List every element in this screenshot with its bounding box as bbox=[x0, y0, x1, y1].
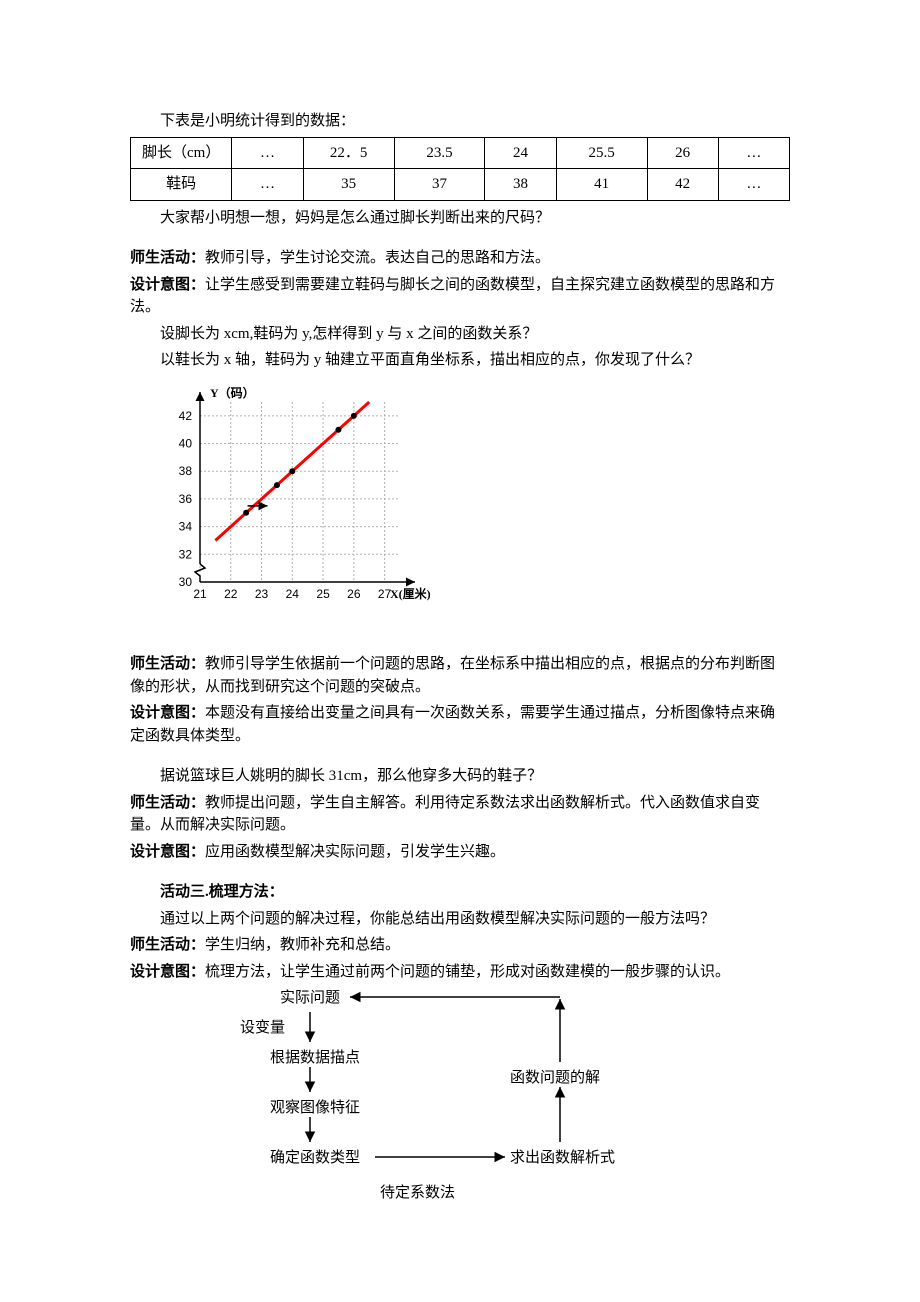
intent-text: 梳理方法，让学生通过前两个问题的铺垫，形成对函数建模的一般步骤的认识。 bbox=[205, 964, 730, 980]
svg-text:25: 25 bbox=[316, 587, 330, 601]
svg-text:22: 22 bbox=[224, 587, 238, 601]
table-cell: 41 bbox=[556, 169, 647, 201]
flowchart: 实际问题设变量根据数据描点观察图像特征确定函数类型待定系数法 求出函数解析式函数问… bbox=[210, 987, 690, 1217]
activity-paragraph: 师生活动：教师提出问题，学生自主解答。利用待定系数法求出函数解析式。代入函数值求… bbox=[130, 792, 790, 837]
intent-paragraph: 设计意图：应用函数模型解决实际问题，引发学生兴趣。 bbox=[130, 841, 790, 864]
intro-text: 下表是小明统计得到的数据： bbox=[130, 110, 790, 133]
table-cell: 42 bbox=[647, 169, 718, 201]
activity-paragraph: 师生活动：教师引导，学生讨论交流。表达自己的思路和方法。 bbox=[130, 247, 790, 270]
flow-node-real: 实际问题 bbox=[280, 987, 340, 1010]
svg-text:42: 42 bbox=[179, 408, 193, 422]
svg-text:26: 26 bbox=[347, 587, 361, 601]
flow-node-observe: 观察图像特征 bbox=[270, 1097, 360, 1120]
intent-label: 设计意图： bbox=[130, 964, 205, 980]
table-header-cell: 26 bbox=[647, 137, 718, 169]
svg-text:38: 38 bbox=[179, 464, 193, 478]
section-title: 活动三.梳理方法： bbox=[130, 881, 790, 904]
intent-paragraph: 设计意图：梳理方法，让学生通过前两个问题的铺垫，形成对函数建模的一般步骤的认识。 bbox=[130, 961, 790, 984]
data-table: 脚长（cm）…22．523.52425.526… 鞋码…3537384142… bbox=[130, 137, 790, 201]
table-cell: 37 bbox=[394, 169, 485, 201]
activity-paragraph: 师生活动：教师引导学生依据前一个问题的思路，在坐标系中描出相应的点，根据点的分布… bbox=[130, 653, 790, 698]
activity-text: 学生归纳，教师补充和总结。 bbox=[205, 937, 400, 953]
activity-label: 师生活动： bbox=[130, 656, 205, 672]
table-cell: 35 bbox=[303, 169, 394, 201]
table-cell: … bbox=[232, 169, 303, 201]
activity-paragraph: 师生活动：学生归纳，教师补充和总结。 bbox=[130, 934, 790, 957]
svg-text:30: 30 bbox=[179, 575, 193, 589]
intent-label: 设计意图： bbox=[130, 277, 205, 293]
intent-label: 设计意图： bbox=[130, 844, 205, 860]
table-header-cell: … bbox=[232, 137, 303, 169]
activity-label: 师生活动： bbox=[130, 250, 205, 266]
intent-text: 让学生感受到需要建立鞋码与脚长之间的函数模型，自主探究建立函数模型的思路和方法。 bbox=[130, 277, 775, 316]
question-after-table: 大家帮小明想一想，妈妈是怎么通过脚长判断出来的尺码？ bbox=[130, 207, 790, 230]
table-header-cell: 22．5 bbox=[303, 137, 394, 169]
intent-label: 设计意图： bbox=[130, 705, 205, 721]
svg-text:Y（码）: Y（码） bbox=[210, 385, 255, 400]
flow-node-setvar: 设变量 bbox=[240, 1017, 285, 1040]
flow-node-plot: 根据数据描点 bbox=[270, 1047, 360, 1070]
table-header-cell: … bbox=[718, 137, 789, 169]
activity-text: 教师引导，学生讨论交流。表达自己的思路和方法。 bbox=[205, 250, 550, 266]
intent-paragraph: 设计意图：本题没有直接给出变量之间具有一次函数关系，需要学生通过描点，分析图像特… bbox=[130, 702, 790, 747]
svg-text:X(厘米): X(厘米) bbox=[390, 586, 431, 601]
svg-text:32: 32 bbox=[179, 547, 193, 561]
intent-paragraph: 设计意图：让学生感受到需要建立鞋码与脚长之间的函数模型，自主探究建立函数模型的思… bbox=[130, 274, 790, 319]
table-header-row: 脚长（cm）…22．523.52425.526… bbox=[131, 137, 790, 169]
body-text: 通过以上两个问题的解决过程，你能总结出用函数模型解决实际问题的一般方法吗？ bbox=[130, 908, 790, 931]
table-header-cell: 24 bbox=[485, 137, 556, 169]
body-text: 设脚长为 xcm,鞋码为 y,怎样得到 y 与 x 之间的函数关系？ bbox=[130, 323, 790, 346]
body-text: 以鞋长为 x 轴，鞋码为 y 轴建立平面直角坐标系，描出相应的点，你发现了什么？ bbox=[130, 349, 790, 372]
intent-text: 本题没有直接给出变量之间具有一次函数关系，需要学生通过描点，分析图像特点来确定函… bbox=[130, 705, 775, 744]
table-cell: … bbox=[718, 169, 789, 201]
svg-text:23: 23 bbox=[255, 587, 269, 601]
svg-text:24: 24 bbox=[286, 587, 300, 601]
flow-node-solve: 求出函数解析式 bbox=[510, 1147, 615, 1170]
flow-node-answer: 函数问题的解 bbox=[510, 1067, 600, 1090]
activity-label: 师生活动： bbox=[130, 937, 205, 953]
intent-text: 应用函数模型解决实际问题，引发学生兴趣。 bbox=[205, 844, 505, 860]
svg-text:21: 21 bbox=[193, 587, 207, 601]
flow-node-method: 待定系数法 bbox=[380, 1182, 455, 1205]
svg-text:40: 40 bbox=[179, 436, 193, 450]
activity-label: 师生活动： bbox=[130, 795, 205, 811]
table-header-cell: 23.5 bbox=[394, 137, 485, 169]
body-text: 据说篮球巨人姚明的脚长 31cm，那么他穿多大码的鞋子？ bbox=[130, 765, 790, 788]
svg-text:36: 36 bbox=[179, 491, 193, 505]
table-header-cell: 25.5 bbox=[556, 137, 647, 169]
table-cell: 38 bbox=[485, 169, 556, 201]
activity-text: 教师引导学生依据前一个问题的思路，在坐标系中描出相应的点，根据点的分布判断图像的… bbox=[130, 656, 775, 695]
flow-node-type: 确定函数类型 bbox=[270, 1147, 360, 1170]
table-cell: 鞋码 bbox=[131, 169, 232, 201]
svg-text:34: 34 bbox=[179, 519, 193, 533]
activity-text: 教师提出问题，学生自主解答。利用待定系数法求出函数解析式。代入函数值求自变量。从… bbox=[130, 795, 760, 834]
table-row: 鞋码…3537384142… bbox=[131, 169, 790, 201]
scatter-chart: 3032343638404221222324252627Y（码）X(厘米) bbox=[150, 382, 790, 640]
table-header-cell: 脚长（cm） bbox=[131, 137, 232, 169]
